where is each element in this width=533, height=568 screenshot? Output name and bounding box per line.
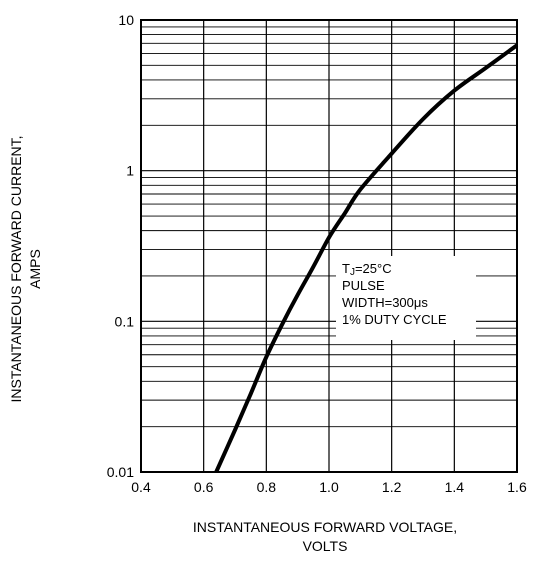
y-tick-label: 0.01 <box>107 464 134 480</box>
forward-characteristic-curve <box>214 43 519 473</box>
x-tick-label: 1.2 <box>382 479 402 495</box>
y-axis-title-line-1: INSTANTANEOUS FORWARD CURRENT, <box>8 135 24 402</box>
test-conditions-annotation: TJ=25°C PULSE WIDTH=300μs 1% DUTY CYCLE <box>336 256 476 340</box>
y-tick-label: 10 <box>118 12 134 28</box>
series-layer <box>214 43 519 473</box>
annotation-junction-temperature: TJ=25°C <box>342 261 392 278</box>
plot-frame <box>140 19 518 473</box>
annotation-pulse-width: WIDTH=300μs <box>342 295 428 310</box>
annotation-duty-cycle: 1% DUTY CYCLE <box>342 312 447 327</box>
x-axis-title-line-1: INSTANTANEOUS FORWARD VOLTAGE, <box>193 519 457 535</box>
y-tick-label: 0.1 <box>115 313 135 329</box>
y-tick-label: 1 <box>126 163 134 179</box>
grid-layer <box>140 20 518 473</box>
x-tick-label: 0.4 <box>131 479 151 495</box>
x-tick-label: 1.4 <box>445 479 465 495</box>
x-axis-title-line-2: VOLTS <box>303 538 348 554</box>
x-tick-label: 0.6 <box>194 479 214 495</box>
annotation-pulse: PULSE <box>342 278 385 293</box>
x-tick-label: 1.6 <box>507 479 527 495</box>
y-axis-title-line-2: AMPS <box>27 249 43 289</box>
x-tick-label: 1.0 <box>319 479 339 495</box>
x-tick-label: 0.8 <box>257 479 277 495</box>
tick-label-layer: 0.4 0.6 0.8 1.0 1.2 1.4 1.6 0.01 0.1 1 10 <box>107 12 527 495</box>
annotation-background <box>336 256 476 340</box>
